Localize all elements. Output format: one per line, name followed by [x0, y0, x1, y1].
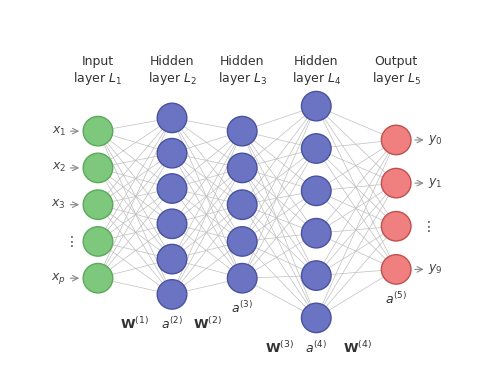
Ellipse shape	[381, 212, 411, 241]
Ellipse shape	[301, 219, 331, 248]
Text: Input
layer $L_1$: Input layer $L_1$	[73, 55, 122, 87]
Ellipse shape	[157, 244, 187, 274]
Text: $\mathbf{W}^{(3)}$: $\mathbf{W}^{(3)}$	[265, 340, 294, 356]
Ellipse shape	[301, 261, 331, 290]
Ellipse shape	[227, 117, 257, 146]
Ellipse shape	[381, 255, 411, 284]
Ellipse shape	[301, 176, 331, 206]
Text: $x_1$: $x_1$	[51, 125, 66, 138]
Ellipse shape	[227, 227, 257, 256]
Ellipse shape	[83, 190, 113, 219]
Text: $y_1$: $y_1$	[428, 176, 443, 190]
Text: Output
layer $L_5$: Output layer $L_5$	[372, 55, 421, 87]
Ellipse shape	[381, 168, 411, 198]
Text: $x_3$: $x_3$	[51, 198, 66, 211]
Ellipse shape	[227, 153, 257, 183]
Text: $a^{(2)}$: $a^{(2)}$	[161, 316, 183, 332]
Text: Hidden
layer $L_4$: Hidden layer $L_4$	[292, 55, 341, 87]
Text: $\mathbf{W}^{(2)}$: $\mathbf{W}^{(2)}$	[193, 316, 222, 332]
Ellipse shape	[157, 174, 187, 203]
Ellipse shape	[83, 264, 113, 293]
Text: $x_p$: $x_p$	[51, 271, 66, 286]
Ellipse shape	[83, 117, 113, 146]
Text: Hidden
layer $L_3$: Hidden layer $L_3$	[218, 55, 267, 87]
Text: $y_0$: $y_0$	[428, 133, 443, 147]
Text: Hidden
layer $L_2$: Hidden layer $L_2$	[147, 55, 197, 87]
Ellipse shape	[83, 153, 113, 183]
Ellipse shape	[227, 190, 257, 219]
Text: $y_9$: $y_9$	[428, 262, 443, 277]
Text: $x_2$: $x_2$	[52, 161, 66, 175]
Ellipse shape	[157, 139, 187, 168]
Text: $\vdots$: $\vdots$	[421, 219, 431, 234]
Text: $\vdots$: $\vdots$	[64, 234, 73, 249]
Text: $\mathbf{W}^{(4)}$: $\mathbf{W}^{(4)}$	[343, 340, 372, 356]
Text: $\mathbf{W}^{(1)}$: $\mathbf{W}^{(1)}$	[121, 316, 149, 332]
Ellipse shape	[83, 227, 113, 256]
Text: $a^{(4)}$: $a^{(4)}$	[305, 340, 327, 356]
Ellipse shape	[381, 125, 411, 155]
Ellipse shape	[227, 264, 257, 293]
Ellipse shape	[157, 209, 187, 238]
Ellipse shape	[301, 91, 331, 121]
Ellipse shape	[157, 280, 187, 309]
Text: $a^{(5)}$: $a^{(5)}$	[385, 291, 407, 308]
Ellipse shape	[157, 103, 187, 133]
Ellipse shape	[301, 303, 331, 333]
Text: $a^{(3)}$: $a^{(3)}$	[231, 300, 253, 316]
Ellipse shape	[301, 134, 331, 163]
